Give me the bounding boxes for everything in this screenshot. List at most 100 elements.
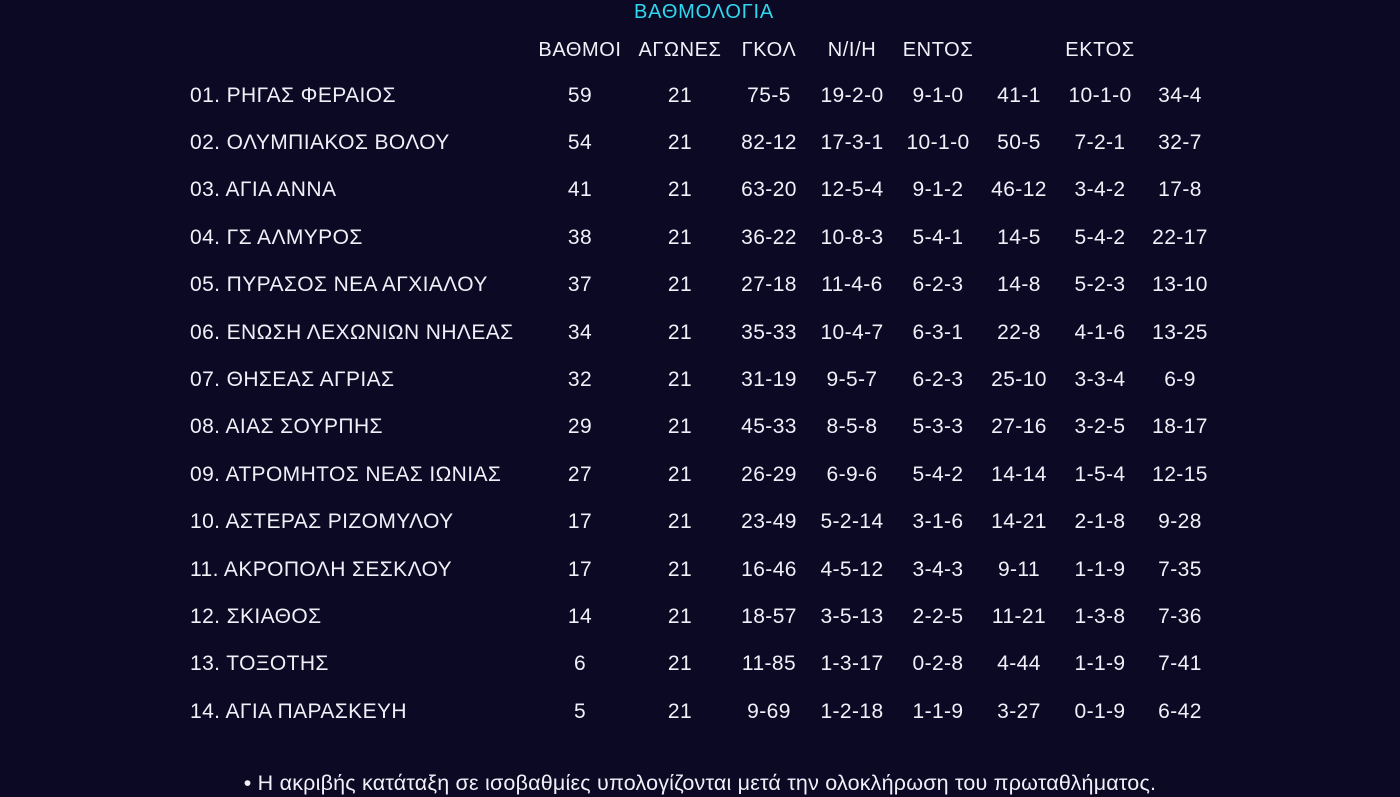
table-row: 04. ΓΣ ΑΛΜΥΡΟΣ 38 21 36-22 10-8-3 5-4-1 … [190,214,1218,261]
table-header-row: ΒΑΘΜΟΙ ΑΓΩΝΕΣ ΓΚΟΛ Ν/Ι/Η ΕΝΤΟΣ ΕΚΤΟΣ [190,36,1218,64]
home-wdl-value: 10-1-0 [906,131,970,155]
games-value: 21 [667,604,693,628]
away-goals-value: 13-10 [1152,273,1208,297]
points-value: 6 [573,652,587,676]
away-goals-value: 32-7 [1158,131,1202,155]
games-value: 21 [667,510,693,534]
home-goals-value: 14-14 [991,462,1047,486]
home-wdl-value: 6-2-3 [912,368,964,392]
header-points: ΒΑΘΜΟΙ [538,38,622,61]
wdl-value: 10-8-3 [820,225,884,249]
away-goals-value: 6-9 [1164,368,1196,392]
goals-value: 63-20 [741,178,797,202]
away-wdl-value: 3-4-2 [1074,178,1126,202]
points-value: 17 [567,557,593,581]
goals-value: 36-22 [741,225,797,249]
goals-value: 75-5 [747,83,791,107]
away-goals-value: 9-28 [1158,510,1202,534]
away-wdl-value: 1-1-9 [1074,557,1126,581]
home-goals-value: 46-12 [991,178,1047,202]
home-goals-value: 9-11 [997,557,1041,581]
goals-value: 82-12 [741,131,797,155]
away-goals-value: 34-4 [1158,83,1202,107]
away-goals-value: 6-42 [1158,699,1202,723]
away-goals-value: 18-17 [1152,415,1208,439]
away-wdl-value: 3-3-4 [1074,368,1126,392]
team-name: 01. ΡΗΓΑΣ ΦΕΡΑΙΟΣ [190,83,396,107]
team-name: 14. ΑΓΙΑ ΠΑΡΑΣΚΕΥΗ [190,699,407,723]
points-value: 59 [567,83,593,107]
games-value: 21 [667,652,693,676]
points-value: 5 [573,699,587,723]
table-row: 12. ΣΚΙΑΘΟΣ 14 21 18-57 3-5-13 2-2-5 11-… [190,593,1218,640]
away-wdl-value: 5-2-3 [1074,273,1126,297]
points-value: 14 [567,604,593,628]
away-goals-value: 17-8 [1158,178,1202,202]
home-goals-value: 14-8 [997,273,1041,297]
wdl-value: 4-5-12 [820,557,884,581]
away-goals-value: 7-41 [1158,652,1202,676]
games-value: 21 [667,225,693,249]
away-wdl-value: 0-1-9 [1074,699,1126,723]
home-wdl-value: 5-4-2 [912,462,964,486]
goals-value: 31-19 [741,368,797,392]
header-goals: ΓΚΟΛ [741,38,797,61]
footer-note: • Η ακριβής κατάταξη σε ισοβαθμίες υπολο… [243,771,1157,795]
wdl-value: 6-9-6 [826,462,878,486]
away-wdl-value: 2-1-8 [1074,510,1126,534]
goals-value: 35-33 [741,320,797,344]
team-name: 12. ΣΚΙΑΘΟΣ [190,604,322,628]
games-value: 21 [667,462,693,486]
away-goals-value: 13-25 [1152,320,1208,344]
games-value: 21 [667,557,693,581]
home-goals-value: 14-21 [991,510,1047,534]
table-row: 08. ΑΙΑΣ ΣΟΥΡΠΗΣ 29 21 45-33 8-5-8 5-3-3… [190,404,1218,451]
home-goals-value: 41-1 [997,83,1041,107]
table-body: 01. ΡΗΓΑΣ ΦΕΡΑΙΟΣ 59 21 75-5 19-2-0 9-1-… [190,72,1218,735]
team-name: 10. ΑΣΤΕΡΑΣ ΡΙΖΟΜΥΛΟΥ [190,510,454,534]
goals-value: 9-69 [747,699,791,723]
header-home: ΕΝΤΟΣ [902,38,974,61]
games-value: 21 [667,415,693,439]
team-name: 02. ΟΛΥΜΠΙΑΚΟΣ ΒΟΛΟΥ [190,131,450,155]
wdl-value: 1-3-17 [820,652,884,676]
standings-table: ΒΑΘΜΟΙ ΑΓΩΝΕΣ ΓΚΟΛ Ν/Ι/Η ΕΝΤΟΣ ΕΚΤΟΣ 01.… [190,36,1218,735]
points-value: 41 [567,178,593,202]
games-value: 21 [667,273,693,297]
home-goals-value: 14-5 [997,225,1041,249]
home-goals-value: 11-21 [991,604,1047,628]
away-wdl-value: 1-5-4 [1074,462,1126,486]
header-games: ΑΓΩΝΕΣ [638,38,722,61]
goals-value: 23-49 [741,510,797,534]
wdl-value: 19-2-0 [820,83,884,107]
home-wdl-value: 6-2-3 [912,273,964,297]
table-row: 13. ΤΟΞΟΤΗΣ 6 21 11-85 1-3-17 0-2-8 4-44… [190,641,1218,688]
table-row: 09. ΑΤΡΟΜΗΤΟΣ ΝΕΑΣ ΙΩΝΙΑΣ 27 21 26-29 6-… [190,451,1218,498]
home-goals-value: 27-16 [991,415,1047,439]
games-value: 21 [667,131,693,155]
home-wdl-value: 9-1-2 [912,178,964,202]
points-value: 29 [567,415,593,439]
table-row: 01. ΡΗΓΑΣ ΦΕΡΑΙΟΣ 59 21 75-5 19-2-0 9-1-… [190,72,1218,119]
points-value: 38 [567,225,593,249]
wdl-value: 11-4-6 [821,273,883,297]
goals-value: 11-85 [741,652,797,676]
team-name: 07. ΘΗΣΕΑΣ ΑΓΡΙΑΣ [190,368,395,392]
table-row: 03. ΑΓΙΑ ΑΝΝΑ 41 21 63-20 12-5-4 9-1-2 4… [190,167,1218,214]
header-wdl: Ν/Ι/Η [827,38,877,61]
away-wdl-value: 10-1-0 [1068,83,1132,107]
goals-value: 45-33 [741,415,797,439]
home-wdl-value: 6-3-1 [912,320,964,344]
away-wdl-value: 3-2-5 [1074,415,1126,439]
points-value: 32 [567,368,593,392]
home-goals-value: 3-27 [997,699,1041,723]
away-wdl-value: 1-3-8 [1074,604,1126,628]
page-title: ΒΑΘΜΟΛΟΓΙΑ [633,1,775,23]
home-wdl-value: 5-4-1 [912,225,964,249]
wdl-value: 5-2-14 [820,510,884,534]
wdl-value: 12-5-4 [820,178,884,202]
home-wdl-value: 1-1-9 [912,699,964,723]
home-goals-value: 25-10 [991,368,1047,392]
table-row: 10. ΑΣΤΕΡΑΣ ΡΙΖΟΜΥΛΟΥ 17 21 23-49 5-2-14… [190,499,1218,546]
points-value: 37 [567,273,593,297]
